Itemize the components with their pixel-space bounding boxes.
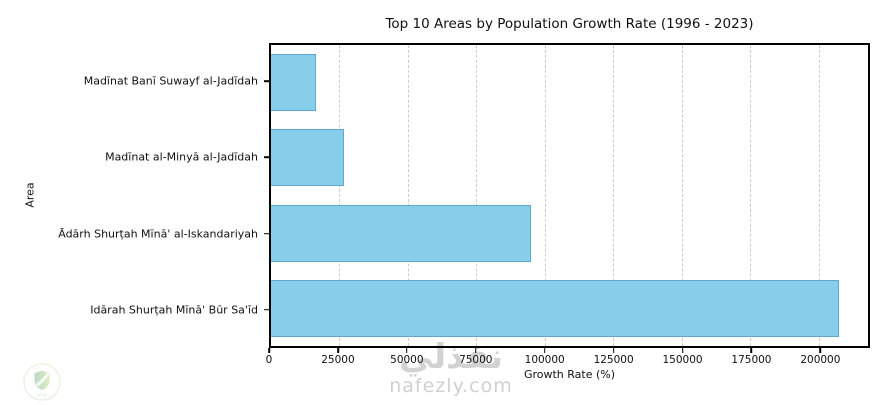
bar bbox=[271, 204, 532, 262]
gridline bbox=[339, 45, 341, 346]
x-tick-mark bbox=[819, 348, 822, 353]
y-tick-label: Ādārh Shurṭah Mīnā' al-Iskandariyah bbox=[58, 227, 258, 241]
y-tick-label: Idārah Shurṭah Mīnā' Būr Sa'īd bbox=[90, 303, 258, 317]
bar bbox=[271, 129, 345, 187]
x-tick-label: 125000 bbox=[593, 354, 634, 366]
x-tick-labels: 0 25000 50000 75000 100000 125000 150000 175000… bbox=[265, 354, 870, 368]
x-tick-mark bbox=[612, 348, 615, 353]
x-tick-label: 25000 bbox=[321, 354, 355, 366]
y-tick-mark bbox=[264, 156, 269, 159]
x-tick-mark bbox=[543, 348, 546, 353]
x-axis-label: Growth Rate (%) bbox=[523, 368, 616, 381]
gridline bbox=[681, 45, 683, 346]
x-tick-label: 0 bbox=[265, 354, 273, 366]
y-tick-mark bbox=[264, 232, 269, 235]
gridline bbox=[818, 45, 820, 346]
gridline bbox=[613, 45, 615, 346]
x-tick-label: 175000 bbox=[731, 354, 772, 366]
chart-title: Top 10 Areas by Population Growth Rate (… bbox=[385, 16, 754, 32]
x-tick-label: 200000 bbox=[800, 354, 841, 366]
x-tick-marks bbox=[268, 348, 870, 353]
plot-area bbox=[269, 43, 870, 348]
x-tick-label: 150000 bbox=[662, 354, 703, 366]
bar bbox=[271, 54, 317, 112]
gridline bbox=[407, 45, 409, 346]
y-tick-labels: Madīnat Banī Suwayf al-Jadīdah Madīnat al… bbox=[0, 43, 258, 348]
bar bbox=[271, 279, 840, 337]
gridline bbox=[750, 45, 752, 346]
x-tick-label: 50000 bbox=[390, 354, 424, 366]
svg-text:نفذلي: نفذلي bbox=[36, 393, 47, 398]
y-tick-mark bbox=[264, 309, 269, 311]
y-tick-marks bbox=[264, 43, 269, 348]
x-tick-mark bbox=[474, 348, 477, 353]
x-tick-label: 100000 bbox=[524, 354, 565, 366]
gridline bbox=[476, 45, 478, 346]
x-tick-mark bbox=[406, 348, 408, 353]
nafezly-logo-icon: نفذلي bbox=[23, 363, 61, 401]
x-tick-mark bbox=[750, 348, 753, 353]
gridline bbox=[544, 45, 546, 346]
y-tick-label: Madīnat al-Minyā al-Jadīdah bbox=[105, 150, 258, 164]
y-tick-label: Madīnat Banī Suwayf al-Jadīdah bbox=[83, 74, 258, 88]
y-tick-mark bbox=[264, 80, 269, 82]
x-tick-mark bbox=[268, 348, 270, 353]
x-tick-mark bbox=[337, 348, 339, 353]
x-tick-label: 75000 bbox=[459, 354, 493, 366]
x-tick-mark bbox=[681, 348, 684, 353]
